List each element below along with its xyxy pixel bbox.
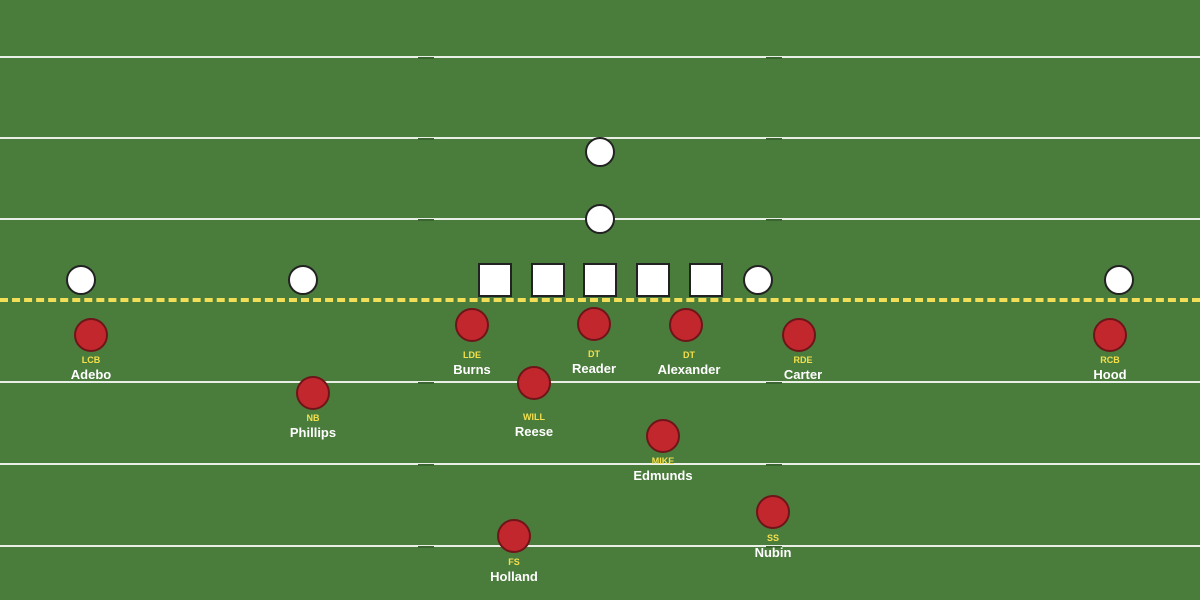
defender-name-label: Alexander: [657, 362, 721, 377]
defender-name-label: Phillips: [289, 425, 337, 440]
defender-name-label: Reese: [514, 424, 554, 439]
defender-position-label: WILL: [523, 412, 545, 422]
defender-position-label: LDE: [463, 350, 481, 360]
defender-position-label: LCB: [81, 355, 101, 365]
defender-position-label: RCB: [1100, 355, 1120, 365]
defender-fs-marker: [497, 519, 531, 553]
defender-position-label: FS: [508, 557, 520, 567]
line-of-scrimmage: [0, 298, 1200, 302]
offense-right-tackle: [689, 263, 723, 297]
defender-name-label: Burns: [453, 362, 491, 377]
hash-mark: [766, 57, 782, 59]
defender-name-label: Reader: [571, 361, 617, 376]
yard-line: [0, 545, 1200, 547]
defender-name-label: Hood: [1093, 367, 1127, 382]
hash-mark: [418, 138, 434, 140]
yard-line: [0, 381, 1200, 383]
defender-mike-marker: [646, 419, 680, 453]
offense-quarterback: [585, 204, 615, 234]
defender-dt-marker: [669, 308, 703, 342]
hash-mark: [418, 219, 434, 221]
hash-mark: [418, 57, 434, 59]
defender-position-label: MIKE: [651, 456, 675, 466]
defender-name-label: Adebo: [70, 367, 112, 382]
offense-left-guard: [531, 263, 565, 297]
defender-name-label: Carter: [783, 367, 823, 382]
defender-name-label: Nubin: [754, 545, 792, 560]
hash-mark: [766, 382, 782, 384]
defender-ss-marker: [756, 495, 790, 529]
offense-left-tackle: [478, 263, 512, 297]
yard-line: [0, 56, 1200, 58]
hash-mark: [418, 382, 434, 384]
defender-position-label: DT: [683, 350, 695, 360]
defender-position-label: DT: [588, 349, 600, 359]
offense-center: [583, 263, 617, 297]
hash-mark: [766, 464, 782, 466]
offense-wide-receiver: [1104, 265, 1134, 295]
offense-right-guard: [636, 263, 670, 297]
yard-line: [0, 463, 1200, 465]
defender-lde-marker: [455, 308, 489, 342]
defender-name-label: Edmunds: [633, 468, 693, 483]
hash-mark: [418, 464, 434, 466]
defender-lcb-marker: [74, 318, 108, 352]
defender-position-label: NB: [306, 413, 320, 423]
defender-dt-marker: [577, 307, 611, 341]
defender-nb-marker: [296, 376, 330, 410]
hash-mark: [766, 138, 782, 140]
hash-mark: [766, 546, 782, 548]
offense-slot-receiver: [288, 265, 318, 295]
defender-rcb-marker: [1093, 318, 1127, 352]
offense-running-back: [585, 137, 615, 167]
defender-will-marker: [517, 366, 551, 400]
offense-wide-receiver: [66, 265, 96, 295]
defender-name-label: Holland: [490, 569, 538, 584]
defender-position-label: RDE: [793, 355, 813, 365]
hash-mark: [766, 219, 782, 221]
defender-position-label: SS: [766, 533, 779, 543]
hash-mark: [418, 546, 434, 548]
defender-rde-marker: [782, 318, 816, 352]
offense-tight-end: [743, 265, 773, 295]
